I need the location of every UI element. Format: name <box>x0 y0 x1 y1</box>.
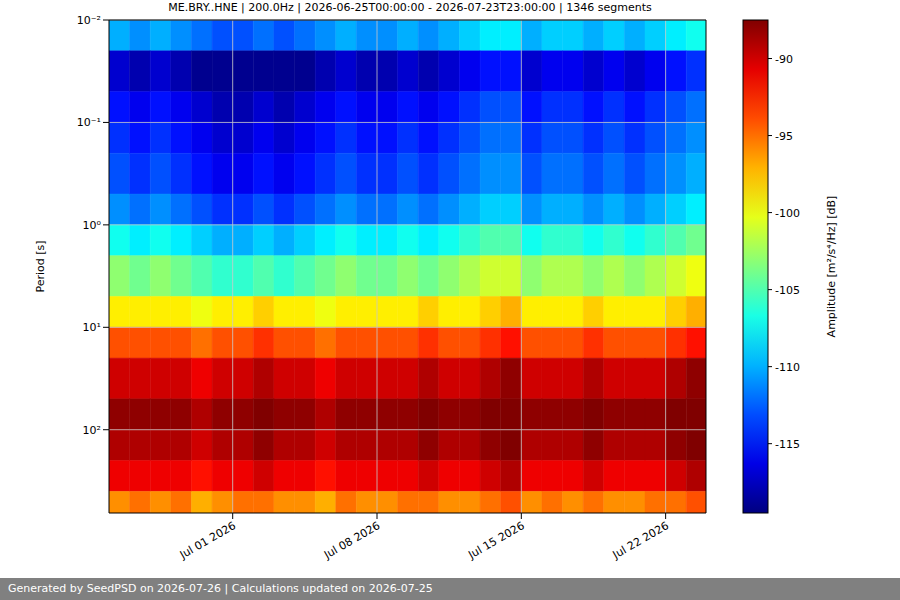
svg-text:10⁻¹: 10⁻¹ <box>77 116 101 129</box>
svg-text:10⁰: 10⁰ <box>83 219 102 232</box>
svg-text:Jul 22 2026: Jul 22 2026 <box>610 519 671 562</box>
svg-text:-115: -115 <box>775 438 800 451</box>
html-text:ME.BRY..HNE | 200.0Hz | 2026-0: ME.BRY..HNE | 200.0Hz | 2026-06-25T00:00… <box>168 1 652 14</box>
svg-text:10⁻²: 10⁻² <box>77 14 101 27</box>
svg-text:Jul 08 2026: Jul 08 2026 <box>321 519 382 562</box>
svg-text:-110: -110 <box>775 361 800 374</box>
svg-text:-100: -100 <box>775 207 800 220</box>
svg-text:10¹: 10¹ <box>83 321 101 334</box>
html-text:Generated by SeedPSD on 2026-0: Generated by SeedPSD on 2026-07-26 | Cal… <box>8 582 433 595</box>
svg-text:-90: -90 <box>775 53 793 66</box>
svg-text:Amplitude [m²/s⁴/Hz] [dB]: Amplitude [m²/s⁴/Hz] [dB] <box>825 196 838 338</box>
svg-text:Jul 15 2026: Jul 15 2026 <box>465 519 526 562</box>
svg-text:10²: 10² <box>83 424 101 437</box>
svg-text:-105: -105 <box>775 284 800 297</box>
svg-text:Period [s]: Period [s] <box>34 240 47 292</box>
svg-text:-95: -95 <box>775 130 793 143</box>
svg-text:Jul 01 2026: Jul 01 2026 <box>177 519 238 562</box>
